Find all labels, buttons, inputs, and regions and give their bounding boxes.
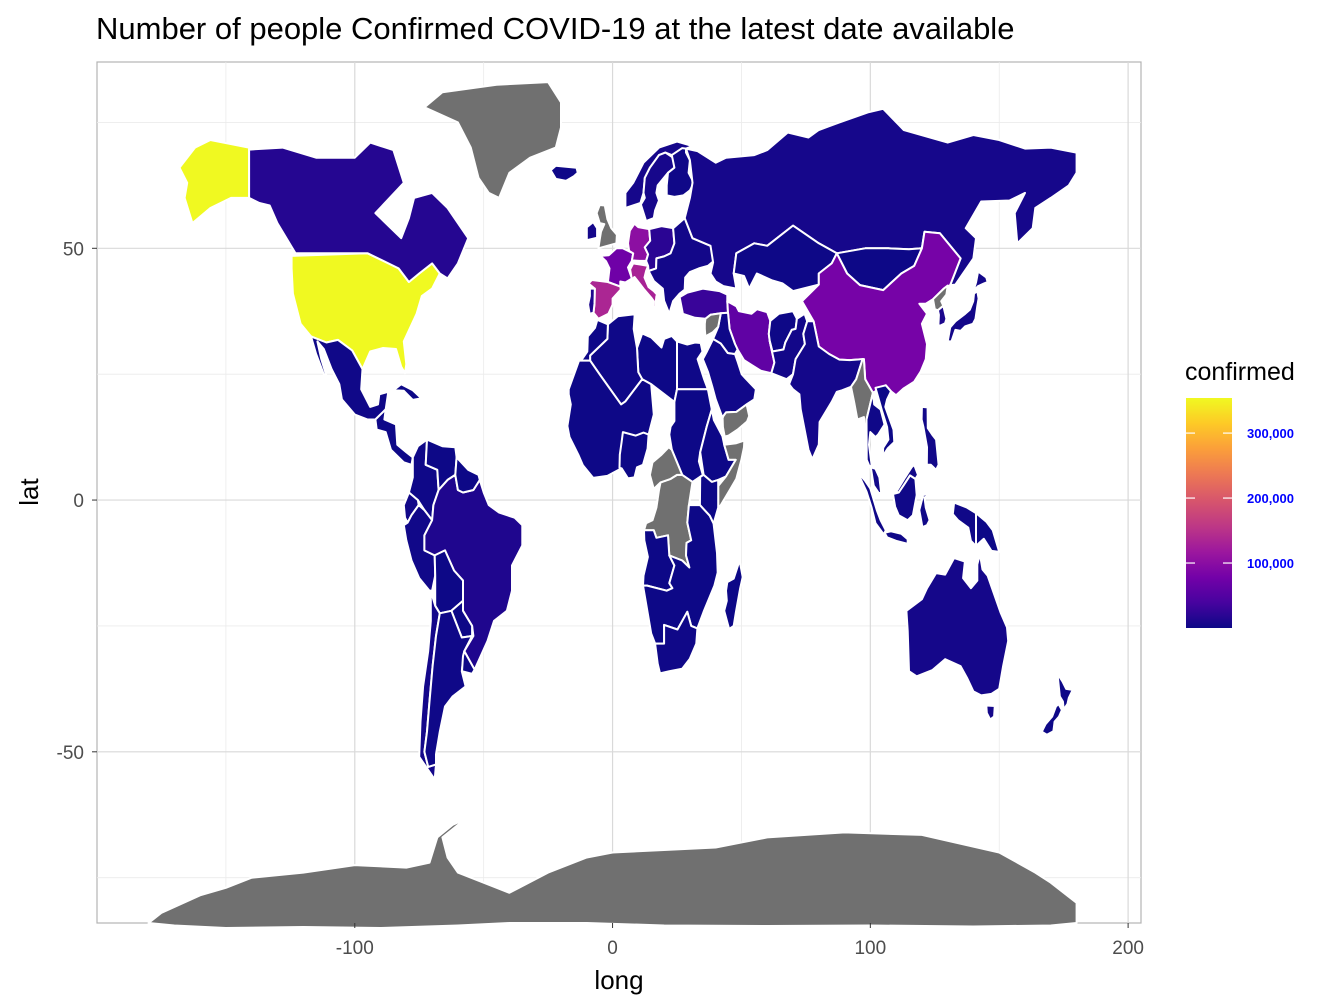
region-uruguay xyxy=(461,650,476,675)
region-nigeria xyxy=(618,431,650,480)
region-mexico xyxy=(310,335,390,421)
x-tick-label: 0 xyxy=(607,938,618,959)
region-portugal xyxy=(587,287,596,315)
region-argentina xyxy=(423,609,474,768)
region-cuba xyxy=(392,383,423,401)
countries xyxy=(147,81,1078,929)
region-iceland xyxy=(549,164,579,182)
y-axis-ticks: -50 0 50 xyxy=(57,239,97,764)
legend: confirmed 100,000 200,000 300,000 xyxy=(1185,358,1295,628)
region-united-kingdom xyxy=(595,204,618,250)
y-tick-label: 50 xyxy=(63,239,84,260)
y-tick-label: 0 xyxy=(73,491,84,512)
region-syria xyxy=(703,312,722,338)
x-tick-label: 200 xyxy=(1112,938,1144,959)
x-tick-label: 100 xyxy=(854,938,886,959)
legend-title: confirmed xyxy=(1185,358,1295,386)
region-guianas xyxy=(454,456,481,494)
x-tick-label: -100 xyxy=(336,938,374,959)
region-indonesia xyxy=(856,470,977,547)
region-ireland xyxy=(585,221,599,242)
region-finland xyxy=(665,147,695,198)
region-papua-new-guinea xyxy=(975,512,1001,553)
x-axis-title: long xyxy=(594,965,643,995)
region-central-african-republic xyxy=(648,446,684,490)
region-north-korea xyxy=(932,284,949,312)
legend-break-label: 100,000 xyxy=(1247,556,1294,571)
region-thailand xyxy=(865,391,886,469)
region-japan xyxy=(946,270,989,343)
region-madagascar xyxy=(723,559,744,630)
legend-ticks: 100,000 200,000 300,000 xyxy=(1186,426,1294,571)
region-south-korea xyxy=(936,304,948,327)
region-south-africa xyxy=(654,610,699,675)
region-alaska xyxy=(178,139,251,225)
region-philippines xyxy=(920,405,940,471)
region-greenland xyxy=(423,81,562,199)
region-antarctica xyxy=(147,817,1078,929)
legend-break-label: 200,000 xyxy=(1247,491,1294,506)
y-axis-title: lat xyxy=(14,477,44,505)
legend-break-label: 300,000 xyxy=(1247,426,1294,441)
x-axis-ticks: -100 0 100 200 xyxy=(336,923,1144,959)
region-canada xyxy=(248,141,470,283)
y-tick-label: -50 xyxy=(57,743,84,764)
legend-colorbar xyxy=(1186,398,1232,628)
region-new-zealand xyxy=(1040,672,1074,736)
region-australia xyxy=(905,552,1010,721)
region-yemen xyxy=(721,403,751,438)
region-southern-africa xyxy=(642,504,719,645)
region-vietnam xyxy=(874,384,896,458)
region-somalia xyxy=(717,439,746,509)
chart-title: Number of people Confirmed COVID-19 at t… xyxy=(96,11,1014,46)
plot-panel xyxy=(96,61,1142,929)
region-malaysia xyxy=(869,463,919,494)
